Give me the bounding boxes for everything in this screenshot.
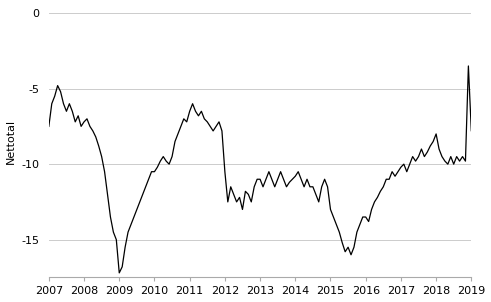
- Y-axis label: Nettotal: Nettotal: [5, 119, 16, 164]
